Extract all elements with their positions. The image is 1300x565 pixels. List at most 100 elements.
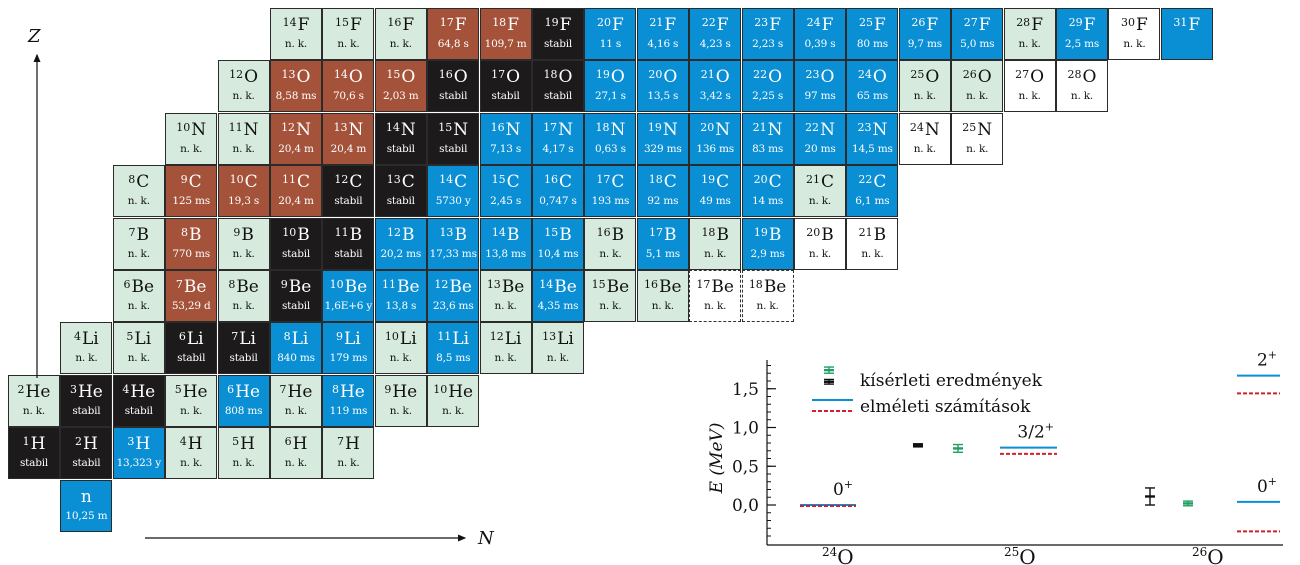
mass-number: 24 [806,16,821,29]
element-symbol: Be [554,277,577,297]
nuclide-symbol: 18F [481,16,531,34]
element-symbol: H [292,434,308,455]
mass-number: 20 [806,225,821,239]
half-life: n. k. [232,300,255,312]
element-symbol: Li [399,329,417,350]
half-life: n. k. [756,300,779,312]
nuclide-symbol: 7He [271,383,321,401]
nuclide-symbol: 17N [533,121,583,139]
element-symbol: He [339,381,365,402]
element-symbol: Be [131,277,155,297]
element-symbol: O [872,67,887,88]
nuclide-symbol: 10B [271,226,321,244]
nuclide-cell-18b: 18B n. k. [689,217,742,270]
mass-number: 7 [279,382,287,396]
energy-legend: kísérleti eredmények elméleti számítások [812,371,1043,417]
nuclide-symbol: 16B [585,226,635,244]
mass-number: 18 [595,120,610,134]
y-tick-label: 1,5 [732,380,759,400]
nuclide-cell-26f: 26F 9,7 ms [898,8,951,60]
y-tick-label: 0,0 [732,496,759,516]
mass-number: 20 [753,173,768,187]
half-life: n. k. [442,404,465,417]
mass-number: 21 [805,173,820,187]
mass-number: 18 [543,68,558,82]
nuclide-symbol: 18N [585,121,635,139]
half-life: 83 ms [752,142,784,155]
nuclide-symbol: 10C [219,173,269,191]
mass-number: 9 [384,382,392,396]
half-life: 17,33 ms [429,247,477,260]
element-symbol: H [30,434,46,455]
nuclide-symbol: 15F [323,16,373,34]
nuclide-cell-9li: 9Li 179 ms [322,322,375,375]
nuclide-symbol: 14B [481,226,531,244]
element-symbol: B [821,224,834,245]
category-mass-number: 25 [1004,545,1019,559]
half-life: n. k. [808,247,832,260]
half-life: 14 ms [752,195,784,208]
half-life: 6,1 ms [855,195,890,208]
parity-sign: + [844,478,853,491]
half-life: 13,323 y [116,457,162,470]
mass-number: 14 [385,120,400,134]
half-life: n. k. [337,457,360,470]
element-symbol: O [453,67,468,88]
theory-level-label: 0+ [833,478,853,500]
half-life: n. k. [704,300,727,312]
mass-number: 11 [334,225,349,239]
element-symbol: C [506,172,520,193]
nuclide-cell-14f: 14F n. k. [270,8,322,60]
nuclide-cell-15be: 15Be n. k. [584,270,637,322]
nuclide-cell-24f: 24F 0,39 s [794,8,846,60]
nuclide-symbol: 6He [219,383,269,401]
nuclide-cell-9he: 9He n. k. [374,374,427,427]
element-symbol: F [1188,15,1201,35]
nuclide-cell-16c: 16C 0,747 s [532,165,584,218]
mass-number: 18 [701,225,716,239]
mass-number: 9 [180,173,188,187]
nuclide-symbol: 19N [638,121,688,139]
half-life: 2,45 s [490,195,522,208]
half-life: n. k. [1018,90,1041,103]
element-symbol: F [769,15,781,35]
element-symbol: N [296,119,311,140]
x-category-label: 24O [822,545,854,565]
nuclide-cell-14b: 14B 13,8 ms [479,217,532,270]
element-symbol: Be [344,277,368,297]
element-symbol: C [296,172,310,193]
element-symbol: B [188,224,202,245]
mass-number: 10 [329,278,344,291]
mass-number: 14 [439,173,454,187]
element-symbol: He [287,381,313,402]
element-symbol: B [454,224,467,245]
nuclide-cell-27o: 27O n. k. [1003,60,1056,113]
nuclide-cell-17n: 17N 4,17 s [532,112,584,165]
nuclide-symbol: 28F [1005,16,1055,34]
nuclide-symbol: 7H [323,435,373,453]
nuclide-symbol: 12N [271,121,321,139]
nuclide-symbol: 21N [743,121,793,139]
mass-number: 20 [648,68,663,82]
nuclide-symbol: 17B [638,226,688,244]
element-symbol: B [297,224,310,245]
mass-number: 22 [858,173,873,187]
nuclide-cell-7h: 7H n. k. [322,427,375,480]
mass-number: 22 [753,68,768,82]
half-life: 64,8 s [437,38,469,50]
nuclide-symbol: 12O [219,68,269,86]
nuclide-symbol: 13Be [481,278,531,296]
half-life: 53,29 d [171,300,211,312]
element-symbol: Li [452,329,470,350]
nuclide-symbol: 31F [1162,16,1212,34]
nuclide-cell-11be: 11Be 13,8 s [374,270,427,322]
element-symbol: Li [134,329,152,350]
mass-number: 14 [282,16,297,29]
mass-number: 14 [491,225,506,239]
element-symbol: B [241,224,254,245]
nuclide-symbol: 9Be [271,278,321,296]
element-symbol: He [25,381,51,402]
element-symbol: C [611,172,625,193]
mass-number: 10 [229,173,244,187]
nuclide-cell-25o: 25O n. k. [898,60,951,113]
